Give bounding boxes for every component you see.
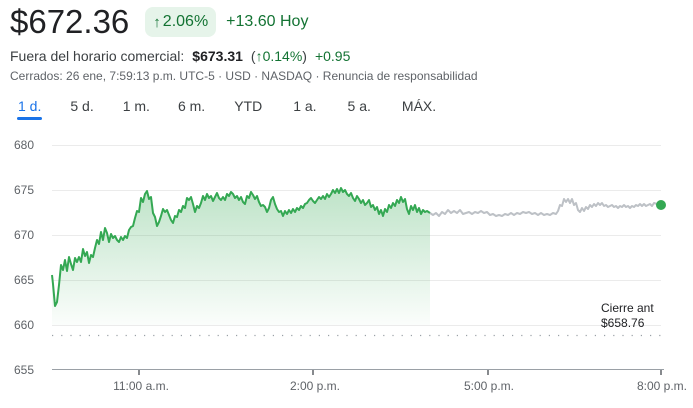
market-status: Cerrados: 26 ene, 7:59:13 p.m. UTC-5 · U… — [10, 69, 478, 83]
after-hours-row: Fuera del horario comercial: $673.31 (↑0… — [10, 48, 350, 64]
change-percent: 2.06% — [162, 13, 209, 30]
arrow-up-icon: ↑ — [255, 48, 263, 64]
change-absolute: +13.60 Hoy — [226, 13, 309, 30]
price-chart[interactable]: 680 675 670 665 660 655 — [0, 130, 693, 408]
tab-ytd[interactable]: YTD — [234, 98, 263, 114]
prev-close-value: $658.76 — [601, 316, 645, 330]
prev-close-label: Cierre ant — [601, 301, 654, 315]
current-point-dot — [656, 200, 666, 210]
x-tick-8pm: 8:00 p.m. — [636, 379, 688, 393]
prev-close-annotation: Cierre ant $658.76 — [601, 301, 654, 331]
current-price: $672.36 — [10, 3, 130, 40]
y-tick-665: 665 — [14, 273, 35, 287]
chart-plot — [51, 145, 666, 375]
area-fill — [52, 188, 430, 325]
after-hours-line — [429, 198, 662, 217]
x-tick-11am: 11:00 a.m. — [113, 379, 169, 393]
after-hours-label: Fuera del horario comercial: — [10, 48, 185, 64]
tab-5d[interactable]: 5 d. — [70, 98, 94, 114]
after-hours-pct-value: 0.14% — [262, 48, 303, 64]
y-tick-655: 655 — [14, 363, 35, 377]
change-percent-badge: ↑ 2.06% — [145, 7, 217, 37]
quote-header: $672.36 ↑ 2.06% +13.60 Hoy — [10, 2, 308, 42]
regular-session-line — [51, 187, 431, 307]
tab-max[interactable]: MÁX. — [401, 98, 437, 114]
tab-6m[interactable]: 6 m. — [177, 98, 206, 114]
paren-open: ( — [250, 48, 256, 64]
arrow-up-icon: ↑ — [153, 13, 161, 31]
y-tick-670: 670 — [14, 228, 35, 242]
y-tick-675: 675 — [14, 183, 35, 197]
range-tabs: 1 d. 5 d. 1 m. 6 m. YTD 1 a. 5 a. MÁX. — [16, 96, 437, 120]
x-tick-2pm: 2:00 p.m. — [289, 379, 341, 393]
paren-close: ) — [302, 48, 307, 64]
y-tick-660: 660 — [14, 318, 35, 332]
tab-1m[interactable]: 1 m. — [122, 98, 150, 114]
tab-1y[interactable]: 1 a. — [293, 98, 317, 114]
x-ticks — [138, 370, 662, 375]
disclaimer-link[interactable]: Renuncia de responsabilidad — [322, 69, 478, 83]
after-hours-price: $673.31 — [192, 48, 243, 64]
tab-1d[interactable]: 1 d. — [16, 96, 43, 120]
x-tick-5pm: 5:00 p.m. — [463, 379, 515, 393]
closed-info: Cerrados: 26 ene, 7:59:13 p.m. UTC-5 · U… — [10, 69, 323, 83]
y-tick-680: 680 — [14, 138, 35, 152]
after-hours-percent: (↑0.14%) — [251, 48, 307, 64]
after-hours-change: +0.95 — [314, 48, 351, 64]
tab-5y[interactable]: 5 a. — [347, 98, 371, 114]
